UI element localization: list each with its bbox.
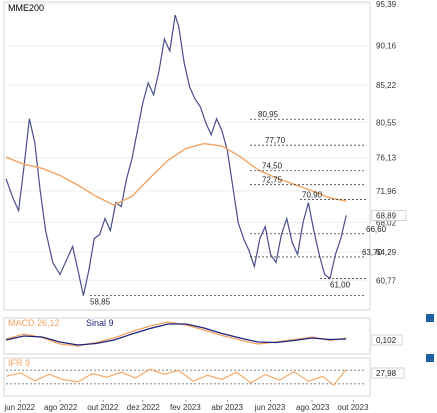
current-price-box: [371, 209, 407, 221]
macd-axis-layer: 0,102: [371, 334, 403, 346]
macd-value-label: 0,102: [376, 336, 397, 345]
level-label: 58,85: [90, 298, 111, 307]
x-tick-label: abr 2023: [211, 403, 243, 412]
level-label: 80,95: [258, 110, 279, 119]
macd-title: MACD 26,12: [8, 318, 60, 328]
level-label: 70,90: [302, 190, 323, 199]
main-y-tick-label: 64,29: [376, 248, 397, 257]
ifr-title: IFR 9: [8, 358, 30, 368]
x-tick-label: dez 2022: [127, 403, 160, 412]
x-axis: jun 2022 ago 2022 out 2022 dez 2022 fev 2023…: [3, 400, 369, 412]
level-label: 77,70: [265, 136, 286, 145]
main-y-tick-label: 68,02: [376, 218, 397, 227]
level-label: 72,75: [262, 176, 283, 185]
macd-value-box: [371, 334, 403, 346]
x-tick-label: jun 2022: [3, 403, 35, 412]
support-resistance-layer: 80,95 77,70 74,50 72,75 70,90 66,60 63,70 61,00…: [90, 110, 387, 307]
ifr-value-box: [371, 367, 405, 379]
macd-panel-toggle[interactable]: [426, 314, 434, 322]
current-price-label: 68,89: [376, 211, 397, 220]
ifr-value-label: 27,98: [376, 369, 397, 378]
macd-signal-line: [5, 323, 347, 346]
main-right-axis: 95,39 90,16 85,22 80,55 76,13 71,96 68,02 64,29…: [371, 0, 407, 285]
main-y-tick-label: 80,55: [376, 118, 397, 127]
x-tick-label: out 2022: [87, 403, 119, 412]
main-price-panel: MME200 80,95 77,70 74,50 72,75 70,90 66,60 63,…: [3, 0, 407, 311]
main-y-tick-label: 76,13: [376, 154, 397, 163]
ma200-legend-label: MME200: [8, 3, 44, 13]
x-tick-label: fev 2023: [170, 403, 201, 412]
ifr-axis-layer: 27,98: [371, 367, 405, 379]
ifr-panel-toggle[interactable]: [426, 354, 434, 362]
macd-signal-label: Sinal 9: [86, 318, 114, 328]
main-y-tick-label: 90,16: [376, 42, 397, 51]
level-label: 63,70: [362, 248, 383, 257]
main-y-tick-label: 71,96: [376, 187, 397, 196]
ma200-series-layer: [5, 142, 347, 206]
x-tick-label: out 2023: [337, 403, 369, 412]
x-tick-label: jun 2023: [254, 403, 286, 412]
main-grid: [6, 3, 366, 281]
level-label: 61,00: [330, 280, 351, 289]
ifr-series-layer: [5, 368, 366, 386]
ifr-line: [5, 368, 347, 386]
main-y-tick-label: 60,77: [376, 276, 397, 285]
ma200-line: [5, 142, 347, 206]
price-series-layer: [5, 14, 347, 296]
main-y-tick-label: 95,39: [376, 0, 397, 9]
ifr-panel: IFR 9 27,98: [3, 357, 405, 397]
main-y-tick-label: 85,22: [376, 81, 397, 90]
x-tick-label: ago 2022: [44, 403, 78, 412]
macd-panel: MACD 26,12 Sinal 9 0,102: [3, 317, 403, 355]
macd-series-layer: [5, 321, 347, 347]
level-label: 66,60: [366, 225, 387, 234]
x-tick-label: ago 2023: [296, 403, 330, 412]
main-panel-frame: [3, 1, 371, 311]
level-label: 74,50: [262, 162, 283, 171]
price-series-line: [5, 14, 347, 296]
